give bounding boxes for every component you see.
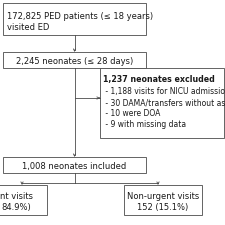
Text: Non-urgent visits: Non-urgent visits: [127, 192, 199, 201]
Text: 152 (15.1%): 152 (15.1%): [137, 203, 189, 212]
Text: nt visits: nt visits: [0, 192, 32, 201]
Bar: [3, 3, 146, 35]
Bar: [124, 185, 202, 215]
Bar: [3, 157, 146, 173]
Text: visited ED: visited ED: [7, 23, 49, 32]
Bar: [3, 52, 146, 68]
Text: 172,825 PED patients (≤ 18 years): 172,825 PED patients (≤ 18 years): [7, 12, 153, 21]
Text: 1,237 neonates excluded: 1,237 neonates excluded: [103, 75, 215, 84]
Text: - 9 with missing data: - 9 with missing data: [103, 120, 186, 129]
Text: - 1,188 visits for NICU admission: - 1,188 visits for NICU admission: [103, 87, 225, 96]
Text: - 10 were DOA: - 10 were DOA: [103, 109, 160, 118]
Bar: [0, 185, 47, 215]
Text: 2,245 neonates (≤ 28 days): 2,245 neonates (≤ 28 days): [16, 57, 133, 66]
Text: 84.9%): 84.9%): [1, 203, 31, 212]
Bar: [100, 68, 224, 138]
Text: 1,008 neonates included: 1,008 neonates included: [22, 162, 127, 171]
Text: - 30 DAMA/transfers without asses: - 30 DAMA/transfers without asses: [103, 98, 225, 107]
